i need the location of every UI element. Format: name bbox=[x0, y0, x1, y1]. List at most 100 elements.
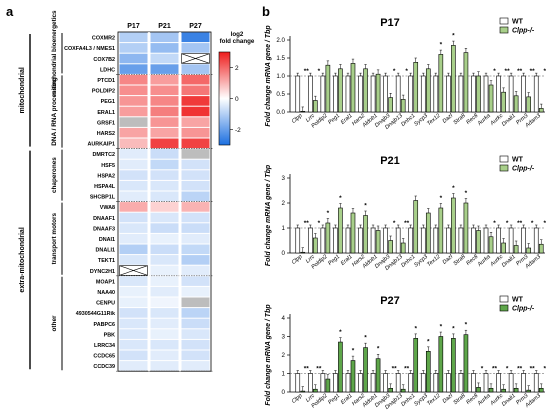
bar-ko bbox=[476, 387, 481, 393]
significance-marker: * bbox=[440, 41, 443, 48]
heatmap-cell bbox=[181, 32, 210, 43]
heatmap-cell bbox=[150, 117, 179, 127]
significance-marker: * bbox=[440, 195, 443, 202]
heatmap-cell bbox=[150, 149, 179, 159]
significance-marker: * bbox=[318, 220, 321, 227]
bar-wt bbox=[483, 227, 489, 254]
heatmap-cell bbox=[119, 96, 148, 106]
heatmap-row-label: SHCBP1L bbox=[90, 195, 116, 201]
heatmap-cell bbox=[119, 117, 148, 127]
heatmap-cell bbox=[150, 329, 179, 339]
bar-wt bbox=[395, 227, 401, 254]
heatmap-cell bbox=[150, 53, 179, 64]
subgroup-label: mitochondrial bioenergetics bbox=[51, 10, 58, 96]
significance-marker: * bbox=[427, 338, 430, 345]
bar-ko bbox=[400, 99, 406, 113]
x-tick-label: Aurka bbox=[476, 113, 492, 128]
bar-wt bbox=[383, 373, 388, 393]
bar-wt bbox=[345, 227, 351, 254]
bar-ko bbox=[413, 338, 419, 393]
heatmap-cell bbox=[181, 149, 210, 159]
x-tick-label: Stra8 bbox=[453, 253, 468, 267]
legend-label-ko: Clpp-/- bbox=[512, 28, 535, 35]
colorbar bbox=[218, 51, 231, 146]
x-tick-label: Peg1 bbox=[327, 254, 341, 267]
heatmap-cell bbox=[181, 350, 210, 361]
bar-ko bbox=[350, 212, 356, 254]
heatmap-empty-cell bbox=[119, 265, 148, 276]
bar-ko bbox=[451, 338, 456, 393]
heatmap-row-label: CCDC39 bbox=[93, 364, 115, 370]
bar-wt bbox=[521, 75, 526, 113]
heatmap-cell bbox=[181, 74, 210, 85]
panel-label-a: a bbox=[6, 4, 14, 19]
bar-wt bbox=[320, 75, 326, 113]
heatmap-row-label: TEKT1 bbox=[98, 258, 115, 264]
heatmap-cell bbox=[150, 339, 179, 350]
bar-ko bbox=[375, 230, 381, 254]
bar-wt bbox=[458, 373, 464, 393]
heatmap-row-label: LRRC34 bbox=[94, 343, 115, 349]
bar-ko bbox=[363, 68, 368, 113]
bar-ko bbox=[425, 350, 431, 393]
heatmap-row-label: COXFA4L3 / NMES1 bbox=[64, 46, 115, 52]
heatmap-cell bbox=[181, 286, 210, 297]
bar-ko bbox=[338, 207, 343, 254]
colorbar-tick-label: 2 bbox=[235, 65, 239, 72]
significance-marker: ** bbox=[316, 366, 322, 373]
bar-ko bbox=[451, 197, 456, 254]
bar-wt bbox=[521, 227, 526, 254]
bar-ko bbox=[400, 242, 406, 254]
significance-marker: ** bbox=[304, 68, 310, 75]
x-tick-label: Clpp bbox=[291, 113, 304, 125]
bar-ko bbox=[325, 378, 331, 393]
legend-swatch-ko bbox=[499, 164, 509, 172]
bar-wt bbox=[521, 373, 526, 393]
significance-marker: * bbox=[543, 68, 546, 75]
bar-charts-panel: P17 Fold change mRNA gene / Tbp 0.0 0.5 1.0 1… bbox=[265, 17, 546, 411]
chart-title: P21 bbox=[380, 155, 400, 167]
bar-wt bbox=[420, 75, 426, 113]
heatmap-cell bbox=[119, 149, 148, 159]
heatmap-cell bbox=[181, 233, 210, 244]
heatmap-cell bbox=[150, 202, 179, 212]
heatmap-cell bbox=[181, 191, 210, 202]
heatmap-row-label: MOAP1 bbox=[96, 279, 115, 285]
heatmap-empty-cross bbox=[119, 265, 148, 276]
heatmap-row-label: HSPA2 bbox=[97, 173, 115, 179]
heatmap-cell bbox=[119, 350, 148, 361]
significance-marker: * bbox=[452, 185, 455, 192]
colorbar-title-line2: fold change bbox=[220, 38, 255, 45]
heatmap-cell bbox=[150, 43, 179, 53]
heatmap-cell bbox=[181, 339, 210, 350]
heatmap-cell bbox=[181, 159, 210, 170]
heatmap-cell bbox=[181, 180, 210, 191]
y-tick-label: 2 bbox=[282, 352, 286, 359]
bar-chart-P17: P17 Fold change mRNA gene / Tbp 0.0 0.5 1.0 1… bbox=[265, 17, 546, 131]
heatmap-row-label: HARS2 bbox=[97, 131, 115, 137]
bar-wt bbox=[345, 75, 351, 113]
heatmap-cell bbox=[150, 255, 179, 265]
significance-marker: * bbox=[452, 32, 455, 39]
bar-ko bbox=[463, 202, 469, 254]
bar-ko bbox=[388, 387, 393, 393]
bar-wt bbox=[345, 373, 351, 393]
bar-wt bbox=[420, 373, 426, 393]
y-tick-label: 1 bbox=[282, 225, 286, 232]
bar-ko bbox=[476, 230, 481, 254]
heatmap-cell bbox=[119, 244, 148, 255]
significance-marker: ** bbox=[492, 366, 498, 373]
heatmap-row-label: PBK bbox=[104, 332, 115, 338]
heatmap-row-label: PTCD1 bbox=[97, 78, 115, 84]
bar-ko bbox=[313, 388, 318, 393]
significance-marker: * bbox=[506, 366, 509, 373]
heatmap-row-label: HSF5 bbox=[101, 163, 115, 169]
significance-marker: ** bbox=[392, 366, 398, 373]
heatmap-border bbox=[117, 31, 212, 372]
heatmap-cell bbox=[119, 223, 148, 233]
bar-wt bbox=[408, 75, 414, 113]
bar-wt bbox=[446, 373, 451, 393]
heatmap-row-label: DNAAF1 bbox=[93, 216, 115, 222]
heatmap-cell bbox=[181, 170, 210, 180]
heatmap-cell bbox=[150, 191, 179, 202]
